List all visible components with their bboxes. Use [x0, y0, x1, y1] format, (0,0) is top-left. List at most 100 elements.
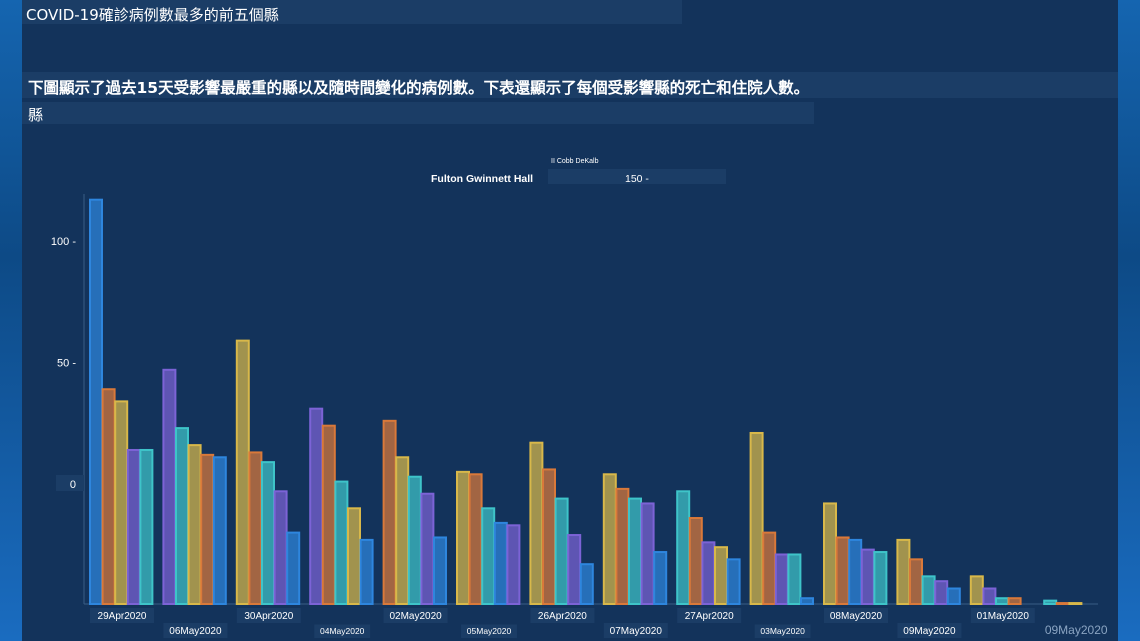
bar-hall — [187, 444, 202, 605]
bar-fulton — [286, 531, 301, 605]
bar-cobb — [567, 534, 582, 606]
bar-hall — [749, 431, 764, 605]
bar-fulton — [800, 597, 814, 606]
bar-fulton — [579, 563, 594, 606]
bar-hall — [1068, 602, 1083, 606]
x-tick-background — [677, 608, 742, 623]
legend-row2-label: Fulton Gwinnett Hall — [431, 173, 533, 185]
bar-cobb — [162, 368, 177, 606]
right-edge-decoration — [1118, 0, 1140, 641]
x-tick-label: 29Apr2020 — [98, 611, 147, 622]
bar-cobb — [982, 587, 997, 605]
bar-hall — [456, 470, 470, 605]
bar-cobb — [640, 502, 655, 605]
bar-gwinnett — [615, 487, 630, 605]
bar-cobb — [701, 541, 716, 606]
bar-hall — [896, 538, 911, 606]
chart-description: 下圖顯示了過去15天受影響最嚴重的縣以及隨時間變化的病例數。下表還顯示了每個受影… — [28, 79, 810, 97]
bar-hall — [529, 441, 544, 605]
bar-dekalb — [921, 575, 936, 606]
x-tick-label: 06May2020 — [169, 626, 222, 637]
x-tick-background — [163, 623, 228, 638]
bar-hall — [969, 575, 984, 606]
x-tick-background — [970, 608, 1035, 623]
bar-hall — [714, 546, 728, 605]
county-bar — [22, 102, 814, 124]
bar-cobb — [273, 490, 288, 606]
bar-cobb — [309, 407, 324, 606]
bar-dekalb — [554, 497, 569, 605]
legend-tick-150: 150 - — [625, 173, 649, 185]
x-tick-background — [383, 608, 448, 623]
left-edge-decoration — [0, 0, 22, 641]
bar-gwinnett — [688, 517, 703, 606]
legend-row2-background — [548, 169, 726, 184]
bar-dekalb — [787, 553, 802, 605]
bar-gwinnett — [1007, 597, 1022, 606]
x-tick-background — [754, 624, 811, 638]
bar-gwinnett — [200, 453, 215, 605]
x-tick-label: 27Apr2020 — [685, 611, 734, 622]
description-bar — [22, 72, 1118, 98]
bar-fulton — [653, 551, 668, 605]
title-bar — [22, 0, 682, 24]
bar-gwinnett — [101, 388, 116, 606]
bar-fulton — [89, 198, 103, 605]
y-tick-label: 100 - — [51, 236, 76, 248]
x-tick-background — [897, 623, 962, 638]
x-tick-background — [236, 608, 301, 623]
x-tick-label: 05May2020 — [467, 626, 512, 636]
x-tick-background — [530, 608, 595, 623]
x-tick-background — [314, 624, 371, 638]
bar-cobb — [934, 580, 949, 606]
bar-fulton — [359, 538, 374, 606]
y-tick-label: 0 — [70, 479, 76, 491]
bar-hall — [395, 456, 410, 605]
x-tick-background — [461, 624, 517, 638]
bar-gwinnett — [468, 473, 483, 605]
bar-fulton — [946, 587, 961, 605]
bar-dekalb — [1043, 599, 1058, 606]
bar-gwinnett — [835, 536, 850, 606]
bar-dekalb — [407, 475, 422, 605]
x-tick-background — [824, 608, 888, 623]
bar-cobb — [506, 524, 521, 605]
chart-legend: II Cobb DeKalb Fulton Gwinnett Hall 150 … — [431, 158, 726, 185]
bar-fulton — [726, 558, 741, 606]
county-label: 縣 — [28, 106, 44, 124]
bar-dekalb — [995, 597, 1009, 606]
page-title: COVID-19確診病例數最多的前五個縣 — [26, 6, 279, 24]
bar-hall — [114, 400, 129, 605]
bar-gwinnett — [762, 531, 777, 605]
bar-fulton — [493, 521, 508, 606]
x-tick-label: 03May2020 — [760, 626, 805, 636]
bar-dekalb — [481, 507, 496, 605]
bar-dekalb — [676, 490, 691, 606]
bar-gwinnett — [382, 419, 397, 605]
bar-dekalb — [334, 480, 349, 606]
bar-gwinnett — [542, 468, 556, 606]
bar-dekalb — [175, 427, 189, 605]
x-tick-label: 07May2020 — [610, 626, 663, 637]
bar-gwinnett — [909, 558, 923, 606]
bar-cobb — [126, 448, 141, 606]
bar-cobb — [774, 553, 789, 605]
bar-hall — [823, 502, 837, 605]
legend-row1-label: II Cobb DeKalb — [551, 158, 599, 165]
x-tick-label: 09May2020 — [903, 626, 956, 637]
x-tick-background — [90, 608, 154, 623]
bar-dekalb — [139, 448, 154, 606]
bar-cobb — [860, 548, 875, 605]
x-tick-label: 09May2020 — [1045, 623, 1108, 637]
bar-cobb — [420, 492, 435, 605]
x-tick-background — [603, 623, 668, 638]
bar-dekalb — [261, 461, 275, 605]
bar-dekalb — [873, 551, 888, 605]
bar-hall — [347, 507, 361, 605]
x-tick-label: 04May2020 — [320, 626, 365, 636]
x-tick-label: 02May2020 — [389, 611, 442, 622]
bar-fulton — [433, 536, 447, 606]
y-tick-zero-background — [56, 475, 84, 491]
x-tick-label: 30Apr2020 — [244, 611, 293, 622]
